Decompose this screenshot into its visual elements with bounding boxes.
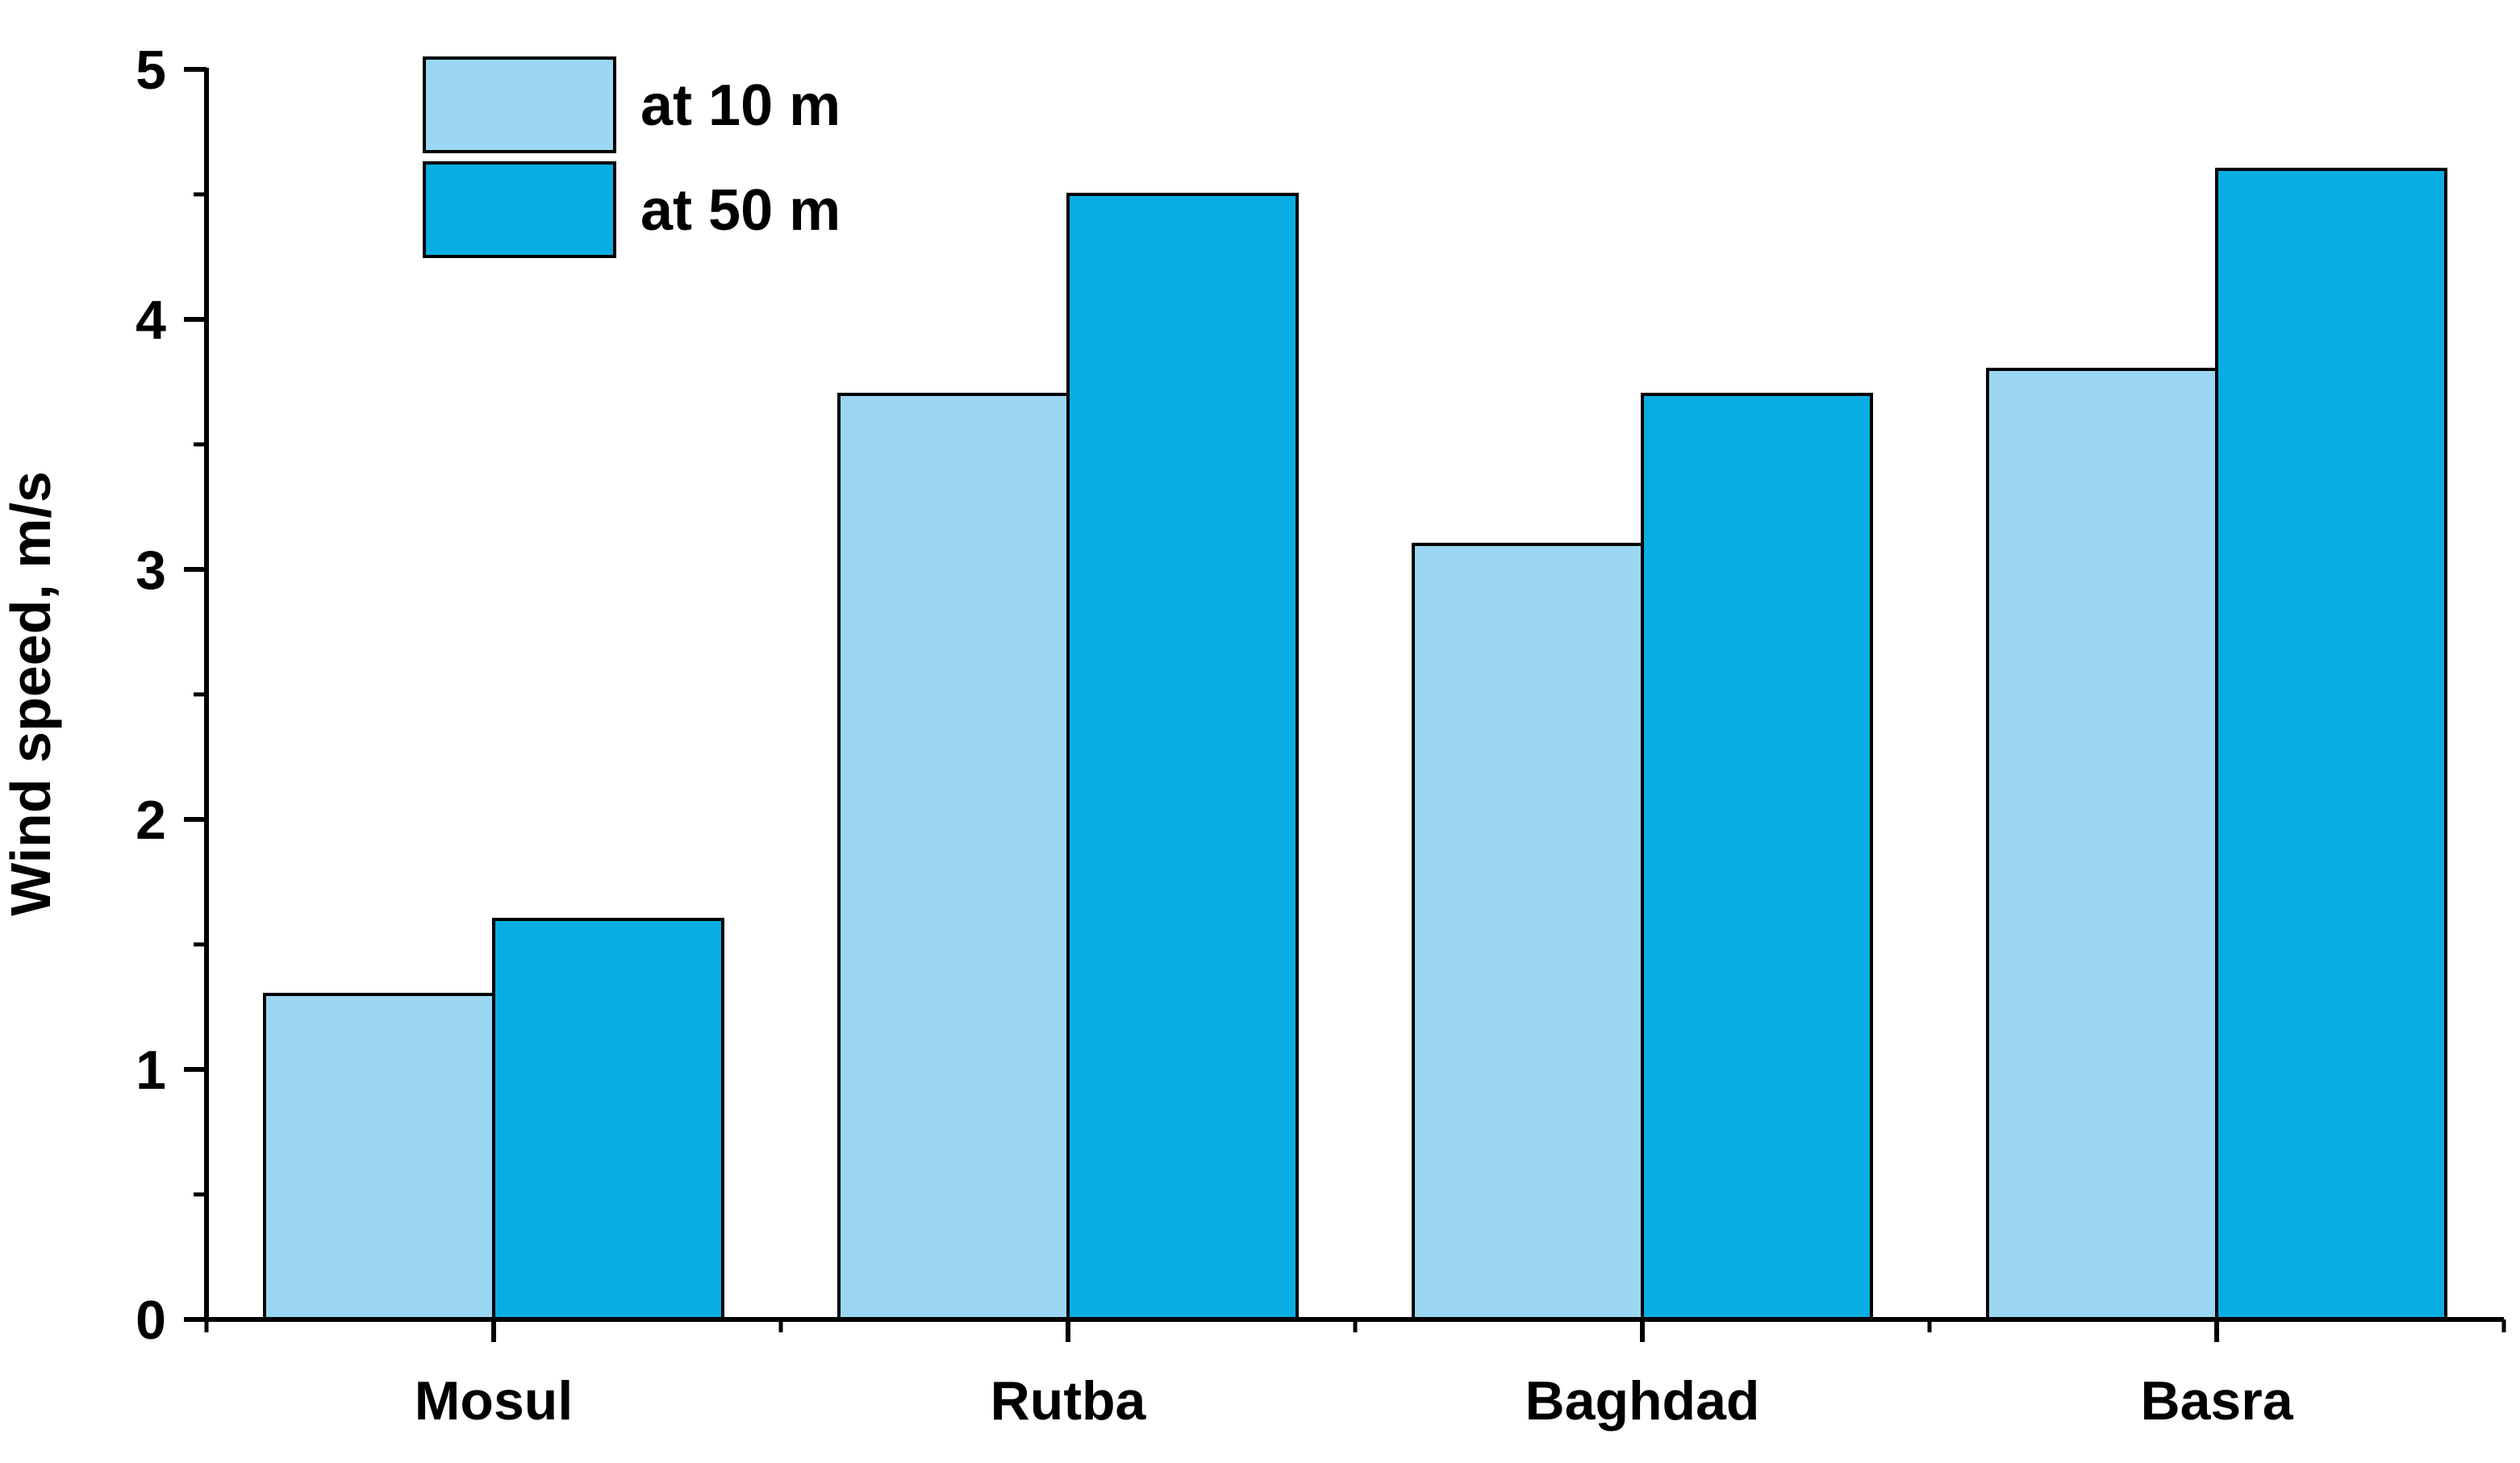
bar-mosul-series-2 <box>492 918 724 1321</box>
legend: at 10 m at 50 m <box>423 56 841 258</box>
legend-swatch-1 <box>423 56 616 153</box>
y-ticks-group: 0 1 2 3 4 5 <box>136 40 207 1351</box>
x-tick-label-baghdad: Baghdad <box>1525 1370 1760 1432</box>
y-tick-label: 5 <box>136 40 166 101</box>
bar-baghdad-series-1 <box>1412 543 1644 1321</box>
bar-mosul-series-1 <box>263 993 495 1321</box>
x-tick-label-mosul: Mosul <box>415 1370 573 1432</box>
y-tick-label: 0 <box>136 1290 166 1351</box>
x-tick-label-basra: Basra <box>2140 1370 2293 1432</box>
bar-basra-series-1 <box>1986 368 2218 1321</box>
y-tick-label: 4 <box>136 290 166 351</box>
bar-rutba-series-2 <box>1066 193 1299 1321</box>
bar-basra-series-2 <box>2215 168 2447 1321</box>
bar-rutba-series-1 <box>837 393 1070 1321</box>
y-tick-label: 2 <box>136 790 166 851</box>
legend-label-2: at 50 m <box>640 178 841 243</box>
y-axis-title: Wind speed, m/s <box>0 471 62 916</box>
y-tick-label: 3 <box>136 540 166 601</box>
legend-swatch-2 <box>423 161 616 258</box>
x-tick-label-rutba: Rutba <box>991 1370 1147 1432</box>
y-tick-label: 1 <box>136 1040 166 1101</box>
bar-baghdad-series-2 <box>1641 393 1873 1321</box>
bars-group <box>263 168 2447 1321</box>
legend-label-1: at 10 m <box>640 73 841 138</box>
x-ticks-group: Mosul Rutba Baghdad Basra <box>204 1319 2506 1432</box>
